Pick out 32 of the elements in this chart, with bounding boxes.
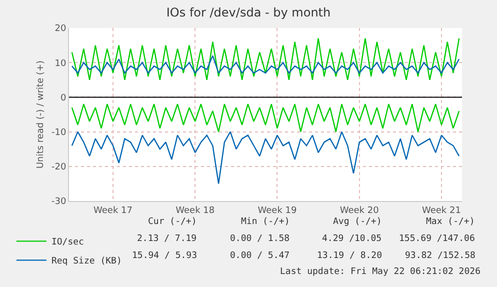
y-tick-label: -30 — [51, 197, 66, 208]
text: Max (-/+) — [426, 217, 475, 227]
text: 93.82 /152.58 — [405, 251, 476, 261]
text: 4.29 /10.05 — [322, 234, 382, 244]
text: 155.69 /147.06 — [399, 234, 475, 244]
x-tick-label: Week 18 — [176, 206, 215, 216]
x-tick-label: Week 21 — [422, 206, 461, 216]
y-tick-label: 0 — [60, 93, 66, 104]
text: Min (-/+) — [241, 217, 290, 227]
y-tick-label: -20 — [51, 162, 66, 173]
text: 0.00 / 5.47 — [230, 251, 290, 261]
text: Last update: Fri May 22 06:21:02 2026 — [280, 267, 480, 277]
text: Avg (-/+) — [333, 217, 382, 227]
line-series — [71, 55, 460, 74]
x-tick-label: Week 19 — [258, 206, 297, 216]
y-tick-label: 10 — [54, 58, 66, 69]
line-series — [71, 104, 460, 132]
line-series — [71, 131, 460, 184]
text: 13.19 / 8.20 — [317, 251, 382, 261]
text: 0.00 / 1.58 — [230, 234, 290, 244]
line-series — [71, 38, 460, 80]
text: 15.94 / 5.93 — [132, 251, 198, 261]
text: 2.13 / 7.19 — [137, 234, 197, 244]
text: Cur (-/+) — [148, 217, 197, 227]
legend-label: IO/sec — [51, 238, 84, 248]
x-tick-label: Week 17 — [94, 206, 132, 216]
x-tick-label: Week 20 — [340, 206, 380, 216]
chart-title: IOs for /dev/sda - by month — [166, 5, 331, 20]
y-axis-title: Units read (-) / write (+) — [36, 60, 46, 169]
legend-label: Req Size (KB) — [51, 256, 122, 267]
y-tick-label: 20 — [54, 24, 66, 34]
y-tick-label: -10 — [51, 128, 66, 138]
